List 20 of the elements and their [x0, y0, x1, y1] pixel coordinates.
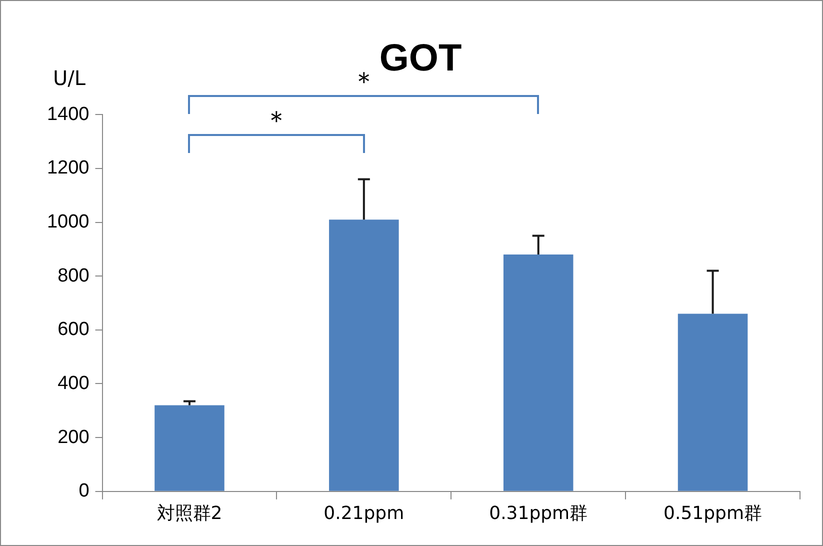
y-axis-title: U/L	[53, 66, 86, 90]
y-tick-label: 800	[58, 265, 90, 286]
annotation: ＊	[264, 106, 290, 136]
chart-title: GOT	[379, 37, 462, 80]
x-tick-label: 0.51ppm群	[664, 502, 762, 524]
y-tick-label: 400	[58, 372, 90, 394]
x-tick-label: 0.21ppm	[324, 502, 404, 524]
text: ＊	[350, 66, 377, 97]
y-tick-label: 1000	[46, 211, 90, 232]
bar	[678, 314, 748, 491]
bar	[329, 220, 399, 491]
y-tick-label: 1400	[46, 104, 90, 125]
y-tick-label: 200	[58, 426, 90, 448]
x-tick-label: 0.31ppm群	[489, 502, 588, 524]
y-tick-label: 0	[78, 480, 90, 502]
y-tick-label: 1200	[46, 158, 90, 179]
x-tick-label: 対照群2	[156, 502, 222, 524]
y-tick-label: 600	[58, 319, 90, 340]
bar	[154, 405, 224, 491]
bar	[503, 254, 574, 491]
